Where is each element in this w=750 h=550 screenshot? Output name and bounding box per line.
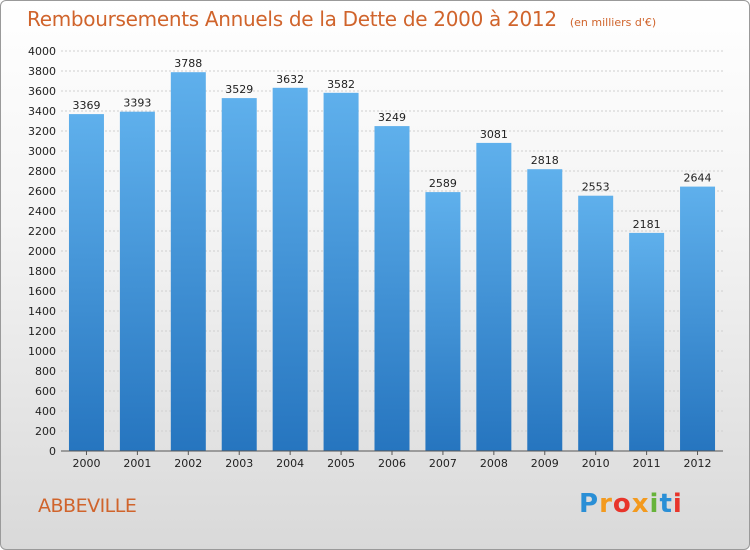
- bar: [527, 169, 563, 451]
- x-tick-label: 2010: [582, 457, 610, 470]
- bar: [680, 186, 716, 451]
- y-tick-label: 600: [35, 385, 56, 398]
- y-tick-label: 3600: [28, 85, 56, 98]
- data-labels: 3369 3393 3788 3529 3632 3582 3249 2589 3081 2818…: [72, 57, 711, 231]
- bar-value-label: 2644: [684, 172, 712, 185]
- bar: [323, 92, 359, 452]
- bar-value-label: 3582: [327, 78, 355, 91]
- y-tick-label: 1000: [28, 345, 56, 358]
- y-tick-label: 2800: [28, 165, 56, 178]
- y-tick-label: 1200: [28, 325, 56, 338]
- bar-value-label: 2818: [531, 154, 559, 167]
- x-tick-label: 2000: [72, 457, 100, 470]
- bar: [476, 142, 512, 451]
- x-tick-label: 2004: [276, 457, 304, 470]
- logo-letter: P: [579, 489, 600, 519]
- x-tick-label: 2007: [429, 457, 457, 470]
- y-axis-ticks: 0 200 400 600 800 1000 1200 1400 1600 1800 2000 220…: [28, 45, 56, 458]
- bar-value-label: 3632: [276, 73, 304, 86]
- x-tick-label: 2003: [225, 457, 253, 470]
- bar: [425, 192, 461, 451]
- chart-title: Remboursements Annuels de la Dette de 20…: [27, 7, 557, 31]
- x-tick-label: 2012: [684, 457, 712, 470]
- y-tick-label: 200: [35, 425, 56, 438]
- bar-value-label: 2589: [429, 177, 457, 190]
- y-tick-label: 3000: [28, 145, 56, 158]
- y-tick-label: 800: [35, 365, 56, 378]
- x-tick-label: 2005: [327, 457, 355, 470]
- y-tick-label: 2000: [28, 245, 56, 258]
- bar-value-label: 3393: [123, 97, 151, 110]
- y-tick-label: 2200: [28, 225, 56, 238]
- bar-value-label: 3788: [174, 57, 202, 70]
- x-axis-ticks: 2000 2001 2002 2003 2004 2005 2006 2007 2008 2009…: [72, 451, 712, 470]
- y-tick-label: 0: [49, 445, 56, 458]
- bar-value-label: 2553: [582, 181, 610, 194]
- y-tick-label: 1800: [28, 265, 56, 278]
- x-tick-label: 2009: [531, 457, 559, 470]
- y-tick-label: 1400: [28, 305, 56, 318]
- y-tick-label: 4000: [28, 45, 56, 58]
- x-tick-label: 2011: [633, 457, 661, 470]
- y-tick-label: 3200: [28, 125, 56, 138]
- bars: [68, 72, 716, 452]
- logo-letter: x: [631, 489, 650, 519]
- bar: [374, 126, 410, 451]
- x-tick-label: 2008: [480, 457, 508, 470]
- y-tick-label: 3400: [28, 105, 56, 118]
- x-tick-label: 2001: [123, 457, 151, 470]
- x-tick-label: 2006: [378, 457, 406, 470]
- logo-letter: i: [672, 489, 683, 519]
- bar: [578, 195, 614, 451]
- bar: [629, 232, 665, 451]
- bar-value-label: 2181: [633, 218, 661, 231]
- bar: [68, 114, 104, 451]
- y-tick-label: 1600: [28, 285, 56, 298]
- bar-value-label: 3529: [225, 83, 253, 96]
- logo-letter: t: [659, 489, 673, 519]
- bar-value-label: 3081: [480, 128, 508, 141]
- x-tick-label: 2002: [174, 457, 202, 470]
- bar: [272, 87, 308, 452]
- chart-unit: (en milliers d'€): [569, 16, 657, 29]
- title-row: Remboursements Annuels de la Dette de 20…: [27, 7, 656, 31]
- proxiti-logo: Proxiti: [579, 489, 683, 519]
- city-label: ABBEVILLE: [38, 495, 137, 517]
- bar-value-label: 3249: [378, 111, 406, 124]
- logo-letter: i: [649, 489, 660, 519]
- bar: [170, 72, 206, 451]
- bar-value-label: 3369: [72, 99, 100, 112]
- y-tick-label: 400: [35, 405, 56, 418]
- logo-letter: o: [612, 489, 632, 519]
- bar: [221, 98, 257, 451]
- y-tick-label: 2400: [28, 205, 56, 218]
- y-tick-label: 3800: [28, 65, 56, 78]
- logo-letter: r: [599, 489, 613, 519]
- y-tick-label: 2600: [28, 185, 56, 198]
- bar: [119, 111, 155, 451]
